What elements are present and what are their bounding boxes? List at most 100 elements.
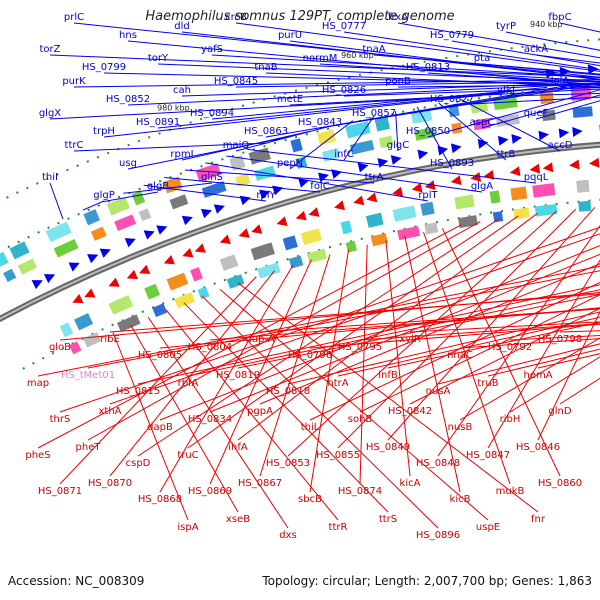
gene-label-hs-0894: HS_0894: [190, 108, 234, 119]
reverse-feature-block: [166, 272, 189, 291]
gene-callout-line: [359, 294, 600, 413]
gene-label-hs-0834: HS_0834: [188, 414, 232, 425]
gene-callout-line: [438, 102, 507, 161]
gene-label-map: map: [27, 378, 49, 389]
forward-gene-arrow: [377, 158, 389, 168]
gene-label-glgc: glgC: [387, 140, 409, 151]
gene-label-hs-0819: HS_0819: [216, 370, 260, 381]
gene-label-glns: glnS: [201, 172, 223, 183]
gene-callout-line: [184, 169, 375, 184]
reverse-gene-arrow: [295, 210, 307, 221]
reverse-gene-arrow: [334, 200, 345, 211]
gene-callout-line: [226, 155, 483, 193]
gene-callout-line: [459, 338, 600, 349]
gene-label-hs-0777: HS_0777: [322, 21, 366, 32]
gene-label-hs-0850: HS_0850: [406, 126, 450, 137]
gene-callout-line: [416, 106, 453, 170]
gene-callout-line: [309, 249, 350, 493]
gene-callout-line: [209, 253, 600, 413]
gene-label-normm: normM: [303, 53, 338, 64]
reverse-gene-arrow: [470, 172, 482, 182]
gene-callout-line: [459, 337, 600, 421]
forward-feature-block: [106, 196, 130, 216]
reverse-feature-block: [190, 267, 203, 282]
gene-callout-line: [385, 240, 411, 477]
reverse-gene-arrow: [194, 243, 206, 253]
gene-callout-line: [211, 86, 548, 120]
gene-label-hs-0798: HS_0798: [538, 334, 582, 345]
gene-callout-line: [103, 92, 504, 138]
gene-callout-line: [181, 82, 600, 97]
gene-label-rpmi: rpmI: [170, 149, 193, 160]
forward-gene-arrow: [156, 225, 168, 235]
gene-callout-line: [82, 200, 105, 211]
reverse-feature-block: [424, 222, 439, 235]
forward-gene-arrow: [558, 128, 570, 139]
forward-gene-arrow: [331, 169, 343, 179]
forward-gene-arrow: [357, 162, 369, 173]
reverse-feature-block: [219, 254, 239, 271]
gene-label-rplt: rplT: [418, 190, 438, 201]
gene-callout-line: [73, 79, 600, 88]
forward-gene-arrow: [68, 262, 80, 272]
gene-callout-line: [481, 63, 600, 76]
reverse-feature-block: [492, 211, 504, 223]
gene-callout-line: [103, 72, 600, 86]
gene-label-phet: pheT: [76, 442, 102, 453]
gene-label-hs-0852: HS_0852: [106, 94, 150, 105]
forward-feature-block: [235, 173, 251, 187]
forward-gene-arrow: [587, 64, 599, 75]
gene-label-usg: usg: [119, 158, 137, 169]
reverse-gene-arrow: [529, 163, 541, 174]
reverse-gene-arrow: [182, 247, 194, 258]
reverse-feature-block: [454, 194, 475, 210]
gene-callout-line: [109, 293, 600, 333]
gene-callout-line: [103, 191, 159, 203]
reverse-feature-block: [116, 314, 141, 333]
gene-label-frxa: frxA: [388, 12, 408, 23]
forward-gene-labels: fbpC tyrP HS_0779 frxA HS_0777 purU crcB dld hns…: [39, 12, 600, 220]
reverse-feature-block: [306, 248, 328, 264]
gene-label-tyrp: tyrP: [496, 21, 516, 32]
reverse-feature-block: [458, 215, 478, 229]
gene-callout-line: [437, 343, 600, 385]
gene-label-hs-0869: HS_0869: [188, 486, 232, 497]
reverse-gene-arrow: [108, 277, 120, 287]
gene-label-hs-0845: HS_0845: [214, 76, 258, 87]
gene-label-hs-0805: HS_0805: [138, 350, 182, 361]
gene-label-trub: truB: [477, 378, 498, 389]
gene-callout-line: [137, 284, 600, 385]
gene-callout-line: [59, 276, 257, 485]
accession-text: Accession: NC_008309: [8, 574, 145, 588]
gene-label-ttrb: ttrB: [497, 149, 516, 160]
gene-callout-line: [201, 295, 439, 529]
forward-feature-block: [3, 268, 17, 283]
gene-callout-line: [112, 332, 189, 521]
forward-feature-block: [83, 209, 101, 226]
gene-callout-line: [487, 259, 600, 449]
gene-label-dapb: dapB: [147, 422, 173, 433]
gene-callout-line: [441, 228, 561, 477]
gene-label-hs-0860: HS_0860: [538, 478, 582, 489]
forward-feature-block: [374, 116, 390, 132]
gene-callout-line: [205, 162, 429, 202]
reverse-feature-block: [370, 233, 388, 247]
gene-callout-line: [487, 348, 600, 377]
gene-callout-line: [309, 323, 600, 349]
gene-callout-line: [437, 224, 600, 457]
reverse-feature-block: [578, 200, 592, 212]
map-title: Haemophilus somnus 129PT, complete genom…: [145, 9, 455, 24]
gene-callout-line: [147, 316, 289, 529]
gene-callout-line: [535, 100, 600, 120]
forward-gene-arrow: [390, 155, 402, 165]
gene-label-hs-0896: HS_0896: [416, 530, 460, 541]
gene-label-hs-0804: HS_0804: [188, 342, 232, 353]
reverse-gene-arrow: [411, 182, 423, 193]
gene-label-ihfa: ihfA: [228, 442, 248, 453]
forward-feature-block: [195, 163, 222, 182]
gene-label-hs-0848: HS_0848: [416, 458, 460, 469]
gene-label-hema: hemA: [523, 370, 552, 381]
gene-callout-line: [373, 54, 600, 75]
gene-label-hs-0827: HS_0827: [430, 94, 474, 105]
